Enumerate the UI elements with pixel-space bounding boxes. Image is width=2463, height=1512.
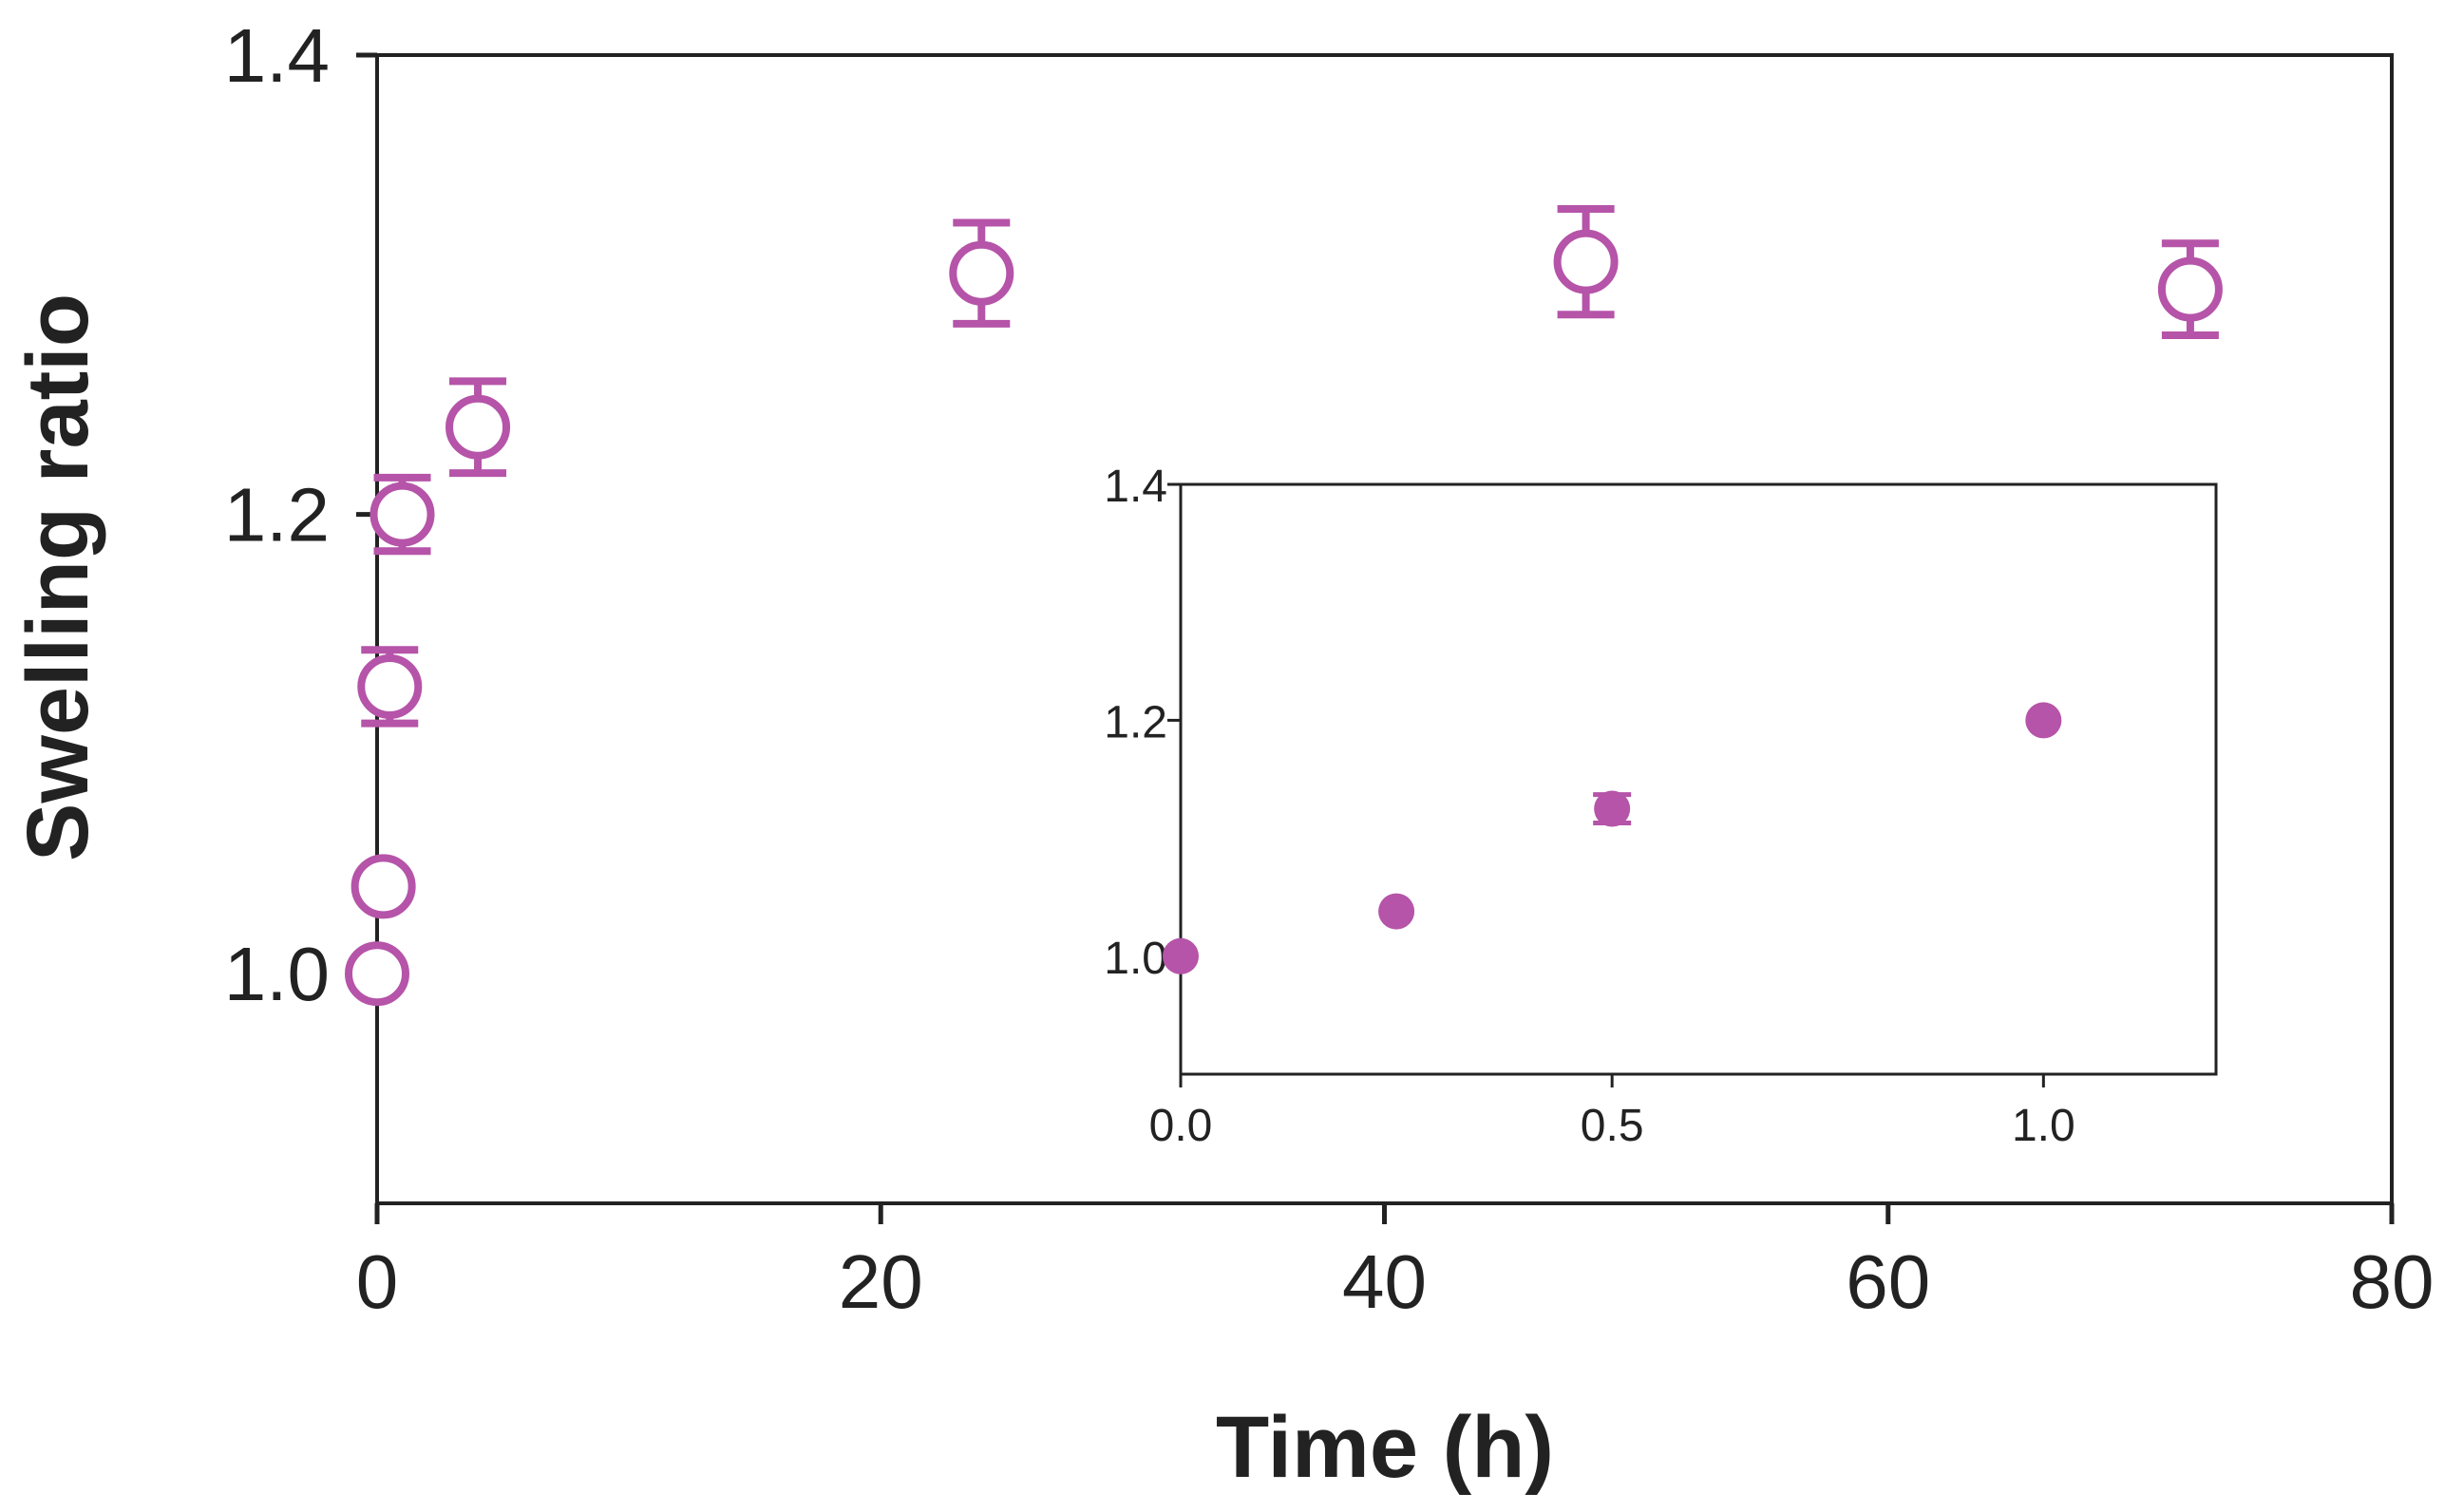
inset-plot-frame — [1179, 482, 2218, 1076]
inset-x-tick-label: 0.5 — [1581, 1101, 1644, 1151]
main-x-axis-title: Time (h) — [1216, 1399, 1554, 1496]
main-data-point — [2157, 256, 2223, 322]
main-x-tick-label: 40 — [1342, 1239, 1427, 1324]
main-data-point — [369, 482, 435, 547]
main-chart: 0 20 40 60 80 1.0 1.2 1.4 Time (h) Swelling ratio — [9, 13, 2434, 1496]
inset-y-tick-label: 1.0 — [1104, 934, 1167, 984]
inset-y-tick-label: 1.4 — [1104, 462, 1167, 512]
main-x-tick-label: 60 — [1846, 1239, 1930, 1324]
main-y-tick-label: 1.4 — [224, 13, 330, 98]
inset-data-point — [2025, 702, 2062, 739]
main-x-tick-label: 0 — [356, 1239, 399, 1324]
main-y-tick-label: 1.2 — [224, 473, 330, 558]
main-y-axis-title: Swelling ratio — [9, 293, 106, 861]
inset-data-point — [1378, 893, 1415, 930]
main-data-point — [445, 394, 511, 460]
main-x-tick-label: 20 — [839, 1239, 923, 1324]
inset-data-point — [1163, 937, 1199, 974]
main-plot-frame — [375, 53, 2394, 1205]
main-data-point — [357, 653, 423, 719]
main-y-tick-label: 1.0 — [224, 932, 330, 1016]
main-data-point — [351, 854, 416, 919]
inset-chart: 0.0 0.5 1.0 1.0 1.2 1.4 — [1104, 462, 2218, 1151]
inset-x-tick-label: 0.0 — [1149, 1101, 1213, 1151]
main-data-point — [1553, 229, 1619, 294]
main-data-point — [949, 240, 1014, 306]
main-x-tick-label: 80 — [2350, 1239, 2435, 1324]
inset-data-point — [1594, 790, 1631, 827]
inset-x-tick-label: 1.0 — [2012, 1101, 2075, 1151]
inset-y-tick-label: 1.2 — [1104, 697, 1167, 747]
main-data-point — [345, 941, 409, 1007]
